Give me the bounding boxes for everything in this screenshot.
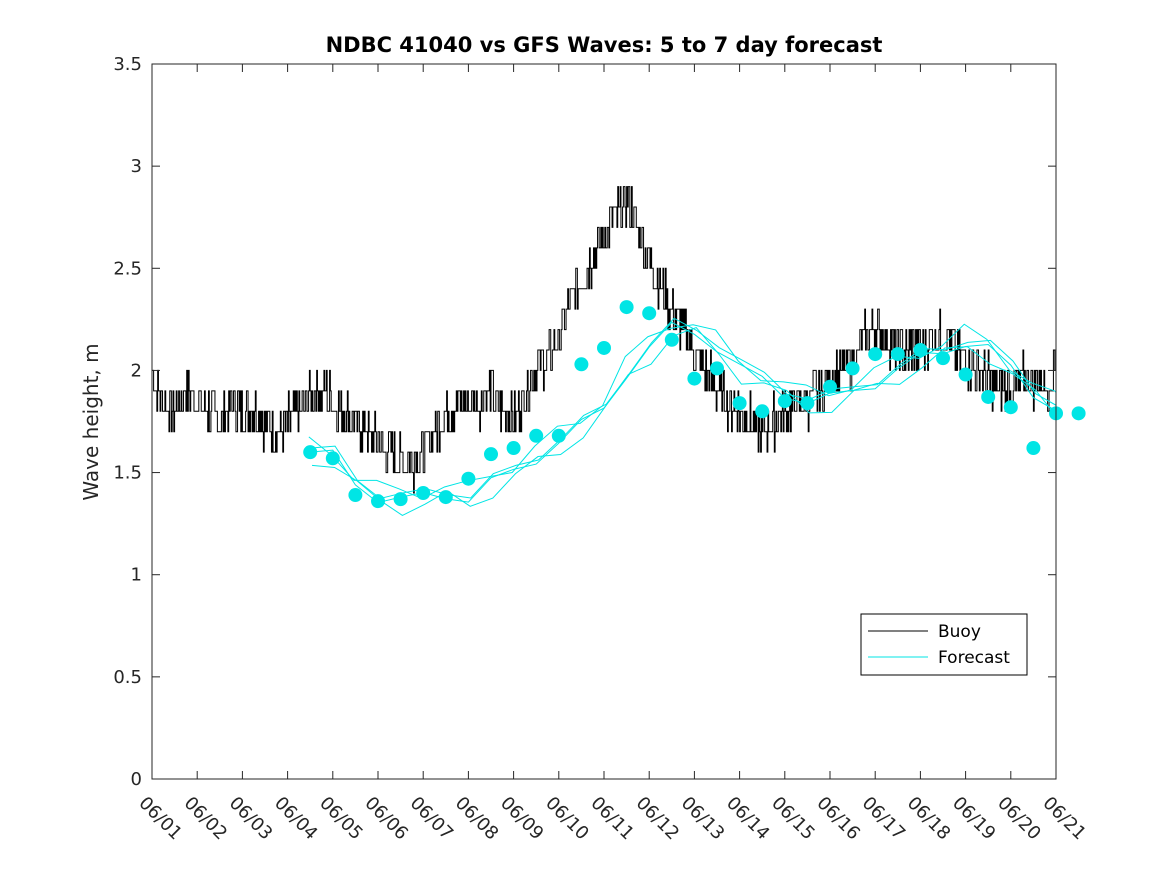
forecast-marker — [551, 428, 566, 443]
forecast-marker — [438, 490, 453, 505]
forecast-marker — [823, 379, 837, 394]
forecast-marker — [416, 486, 431, 500]
forecast-marker — [484, 447, 498, 462]
buoy-series-line — [152, 186, 1056, 494]
forecast-marker — [800, 396, 815, 411]
forecast-marker — [303, 445, 318, 460]
legend-label-forecast: Forecast — [938, 648, 1010, 668]
y-axis-label: Wave height, m — [79, 343, 103, 500]
forecast-marker — [936, 351, 950, 366]
forecast-marker — [642, 306, 657, 321]
y-tick-label: 3 — [131, 156, 142, 177]
forecast-marker — [574, 357, 589, 372]
forecast-marker — [1026, 441, 1041, 456]
forecast-marker — [529, 428, 544, 443]
forecast-marker — [755, 404, 770, 419]
legend: Buoy Forecast — [860, 613, 1028, 676]
forecast-marker — [619, 300, 634, 315]
forecast-marker — [710, 361, 724, 376]
y-tick-label: 0.5 — [113, 667, 142, 688]
forecast-marker — [348, 488, 363, 503]
forecast-marker — [664, 332, 679, 347]
forecast-series-line — [308, 323, 1056, 500]
forecast-marker — [461, 471, 476, 486]
y-tick-label: 2 — [131, 360, 142, 381]
y-tick-label: 1 — [131, 565, 142, 586]
forecast-marker — [687, 371, 702, 386]
forecast-marker — [981, 389, 996, 404]
forecast-marker — [958, 367, 973, 382]
y-tick-label: 2.5 — [113, 258, 142, 279]
forecast-marker — [777, 394, 792, 409]
y-tick-label: 1.5 — [113, 463, 142, 484]
forecast-marker — [506, 441, 521, 456]
forecast-marker — [1003, 400, 1018, 415]
forecast-marker — [913, 343, 928, 357]
forecast-marker — [597, 340, 611, 355]
y-tick-label: 3.5 — [113, 54, 142, 75]
forecast-marker — [1071, 406, 1086, 421]
legend-box — [860, 613, 1028, 676]
legend-label-buoy: Buoy — [938, 622, 981, 642]
forecast-marker — [393, 492, 408, 507]
forecast-marker — [371, 494, 385, 509]
forecast-markers — [303, 300, 1086, 509]
y-tick-label: 0 — [131, 769, 142, 790]
forecast-marker — [845, 361, 860, 376]
forecast-marker — [868, 347, 883, 362]
chart-title: NDBC 41040 vs GFS Waves: 5 to 7 day fore… — [326, 33, 883, 57]
forecast-marker — [325, 451, 340, 466]
forecast-marker — [890, 347, 905, 362]
forecast-marker — [732, 396, 747, 411]
